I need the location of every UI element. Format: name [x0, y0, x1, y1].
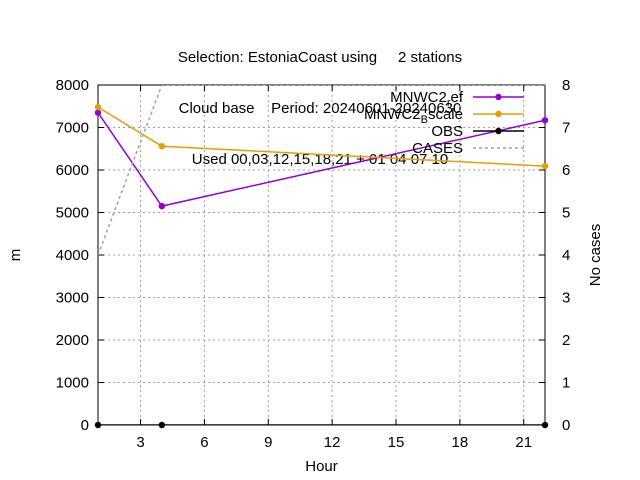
legend-label-CASES: CASES [412, 140, 463, 157]
data-point-MNWC2_Bscale [94, 103, 102, 111]
x-tick-label: 12 [324, 434, 341, 451]
x-tick-label: 15 [388, 434, 405, 451]
series-line-CASES [98, 85, 545, 256]
y-axis-label: m [7, 249, 24, 262]
y2-axis-label: No cases [587, 224, 604, 287]
y-tick-label: 4000 [56, 247, 89, 264]
y-tick-label: 2000 [56, 332, 89, 349]
series-line-MNWC2_Bscale [98, 106, 545, 167]
x-tick-label: 9 [264, 434, 272, 451]
data-point-OBS [541, 421, 549, 429]
data-point-MNWC2_Bscale [158, 143, 166, 150]
legend-label-MNWC2_ref: MNWC2ref [390, 89, 464, 109]
y2-tick-label: 8 [562, 77, 570, 94]
y-tick-label: 8000 [56, 77, 89, 94]
data-point-OBS [158, 421, 166, 429]
y2-tick-label: 5 [562, 205, 570, 222]
legend-label-OBS: OBS [431, 123, 463, 140]
y2-tick-label: 1 [562, 375, 570, 392]
y2-tick-label: 3 [562, 290, 570, 307]
data-point-MNWC2_ref [541, 117, 549, 124]
y-tick-label: 7000 [56, 120, 89, 137]
x-tick-label: 21 [515, 434, 532, 451]
y2-tick-label: 7 [562, 120, 570, 137]
y-tick-label: 3000 [56, 290, 89, 307]
legend-marker-OBS [495, 127, 502, 135]
data-point-OBS [94, 421, 102, 429]
y-tick-label: 1000 [56, 375, 89, 392]
y2-tick-label: 4 [562, 247, 570, 264]
data-point-MNWC2_ref [94, 109, 102, 116]
y-tick-label: 6000 [56, 162, 89, 179]
x-axis-label: Hour [305, 458, 338, 475]
legend-marker-MNWC2_Bscale [495, 110, 502, 118]
data-point-MNWC2_ref [158, 202, 166, 210]
title-line-1: Selection: EstoniaCoast using 2 stations [177, 49, 463, 66]
x-tick-label: 18 [452, 434, 469, 451]
y-tick-label: 0 [81, 417, 89, 434]
y2-tick-label: 2 [562, 332, 570, 349]
chart-title: Selection: EstoniaCoast using 2 stations… [0, 15, 640, 185]
series-line-MNWC2_ref [98, 112, 545, 207]
data-point-MNWC2_Bscale [541, 162, 549, 170]
x-tick-label: 6 [200, 434, 208, 451]
y2-tick-label: 0 [562, 417, 570, 434]
title-line-2: Cloud base Period: 20240601-20240630 [178, 100, 462, 117]
y-tick-label: 5000 [56, 205, 89, 222]
y2-tick-label: 6 [562, 162, 570, 179]
x-tick-label: 3 [136, 434, 144, 451]
legend-label-MNWC2_Bscale: MNWC2Bscale [364, 106, 463, 126]
legend-marker-MNWC2_ref [495, 93, 502, 101]
